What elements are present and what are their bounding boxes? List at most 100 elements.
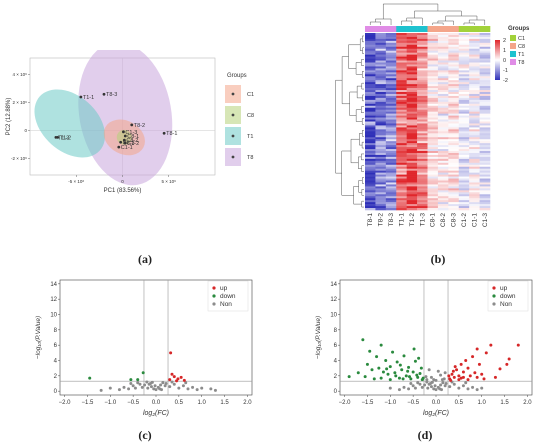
heatmap-cell (417, 190, 428, 193)
heatmap-cell (406, 72, 418, 75)
heatmap-cell (375, 164, 387, 168)
heatmap-cell (365, 129, 376, 132)
label-C1-1: C1-1 (121, 145, 133, 151)
heatmap-cell (375, 137, 387, 140)
heatmap-cell (396, 62, 407, 65)
point-Non (424, 375, 428, 379)
ytick-label-2: 4 (54, 359, 58, 365)
heatmap-cell (427, 34, 439, 38)
heatmap-cell (458, 44, 470, 48)
heatmap-cell (437, 176, 449, 179)
heatmap-cell (448, 88, 460, 91)
heatmap-cell (406, 93, 418, 97)
heatmap-cell (375, 188, 387, 191)
point-Non (464, 381, 468, 385)
heatmap-cell (406, 119, 418, 122)
heatmap-cell (417, 194, 428, 197)
heatmap-cell (448, 70, 460, 73)
dendro-branch (401, 20, 413, 25)
heatmap-cell (417, 34, 428, 38)
heatmap-cell (365, 56, 376, 59)
heatmap-cell (396, 121, 407, 124)
ytick-label-6: 12 (50, 297, 57, 303)
heatmap-cell (417, 170, 428, 173)
heatmap-cell (458, 125, 470, 128)
heatmap-cell (396, 202, 407, 205)
heatmap-cell (427, 56, 439, 59)
heatmap-cell (417, 60, 428, 63)
point-Non (457, 386, 461, 390)
heatmap-cell (406, 154, 418, 158)
xtick-label-2: −1.0 (104, 400, 117, 406)
point-down (381, 370, 385, 374)
heatmap-cell (479, 156, 491, 160)
legend-label-C8: C8 (518, 44, 525, 50)
heatmap-cell (365, 184, 376, 187)
heatmap-cell (406, 99, 418, 103)
heatmap-cell (427, 156, 439, 160)
heatmap-cell (437, 107, 449, 110)
heatmap-cell (365, 168, 376, 171)
legend-label-up: up (500, 285, 508, 292)
heatmap-cell (417, 204, 428, 207)
xtick-label-5: 0.5 (175, 400, 184, 406)
heatmap-cell (365, 80, 376, 83)
point-Non (108, 386, 112, 390)
heatmap-cell (396, 68, 407, 71)
heatmap-cell (396, 149, 407, 152)
heatmap-cell (427, 70, 439, 73)
heatmap-cell (417, 206, 428, 209)
heatmap-cell (365, 50, 376, 53)
point-up (489, 343, 493, 347)
heatmap-cell (437, 36, 449, 40)
heatmap-cell (479, 109, 491, 112)
point-Non (439, 383, 443, 387)
heatmap-cell (458, 164, 470, 168)
heatmap-cell (417, 40, 428, 44)
xtick-label-1: −1.5 (81, 400, 94, 406)
point-down (141, 371, 145, 375)
heatmap-cell (417, 164, 428, 168)
heatmap-cell (406, 44, 418, 48)
heatmap-cell (417, 184, 428, 187)
point-Non (163, 384, 167, 388)
x-axis-label: log₂(FC) (423, 410, 449, 417)
point-Non (184, 381, 188, 385)
dendro-branch (361, 153, 364, 161)
dendro-branch (341, 56, 350, 105)
point-Non (439, 388, 443, 392)
heatmap-cell (375, 129, 387, 132)
heatmap-cell (365, 52, 376, 55)
heatmap-cell (385, 101, 397, 105)
heatmap-cell (469, 36, 480, 40)
heatmap-cell (448, 62, 460, 65)
heatmap-cell (365, 135, 376, 138)
point-Non (397, 388, 401, 392)
dendro-branch (362, 130, 364, 137)
heatmap-cell (448, 176, 460, 179)
heatmap-cell (479, 74, 491, 77)
heatmap-cell (396, 58, 407, 61)
point-up (459, 376, 463, 380)
heatmap-cell (385, 68, 397, 71)
point-Non (99, 388, 103, 392)
heatmap-cell (427, 188, 439, 191)
heatmap-cell (406, 186, 418, 189)
heatmap-cell (396, 109, 407, 112)
heatmap-cell (437, 196, 449, 199)
heatmap-cell (479, 90, 491, 93)
heatmap-cell (396, 105, 407, 109)
column-label-T8-1: T8-1 (367, 213, 374, 227)
heatmap-cell (448, 164, 460, 168)
point-down (398, 363, 402, 367)
heatmap-cell (375, 33, 387, 36)
heatmap-cell (365, 105, 376, 109)
heatmap-cell (365, 208, 376, 211)
heatmap-cell (427, 145, 439, 148)
heatmap-cell (479, 70, 491, 73)
heatmap-cell (417, 121, 428, 124)
heatmap-cell (427, 154, 439, 158)
heatmap-cell (385, 206, 397, 209)
heatmap-cell (458, 38, 470, 42)
column-label-T1-1: T1-1 (398, 213, 405, 227)
